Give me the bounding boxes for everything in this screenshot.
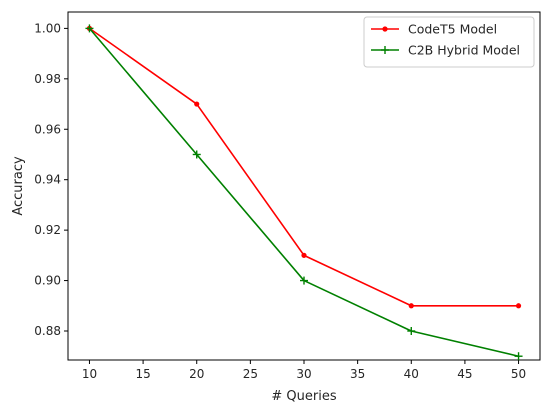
data-point: [407, 327, 416, 335]
data-point: [514, 352, 523, 361]
data-point: [192, 150, 201, 159]
y-axis-label: Accuracy: [11, 156, 26, 216]
x-tick-label: 35: [350, 367, 365, 381]
data-point: [381, 46, 389, 54]
y-tick-label: 0.96: [34, 122, 61, 136]
data-point: [382, 26, 388, 32]
data-point: [194, 101, 200, 107]
y-tick-label: 0.92: [34, 223, 61, 237]
legend-item: C2B Hybrid Model: [371, 43, 520, 58]
legend: CodeT5 Model C2B Hybrid Model: [363, 16, 535, 68]
x-tick-label: 50: [511, 367, 526, 381]
y-tick-label: 0.90: [34, 274, 61, 288]
data-point: [300, 276, 308, 285]
series-layer: [85, 24, 523, 361]
y-tick-label: 0.98: [34, 72, 61, 86]
x-tick-label: 10: [82, 367, 97, 381]
x-tick-label: 40: [404, 367, 419, 381]
x-axis-label: # Queries: [271, 389, 336, 404]
x-tick-label: 15: [135, 367, 150, 381]
legend-label: CodeT5 Model: [408, 22, 497, 37]
plot-area: [67, 11, 541, 361]
data-point: [408, 303, 414, 309]
legend-box: [363, 16, 535, 68]
legend-label: C2B Hybrid Model: [408, 43, 520, 58]
y-axis: 0.88 0.90 0.92 0.94 0.96 0.98 1.00: [34, 21, 68, 338]
data-point: [85, 24, 94, 33]
y-tick-label: 0.88: [34, 324, 61, 338]
series-c2b-hybrid: [85, 24, 523, 361]
x-tick-label: 20: [189, 367, 204, 381]
x-axis: 10 15 20 25 30 35 40 45 50: [82, 360, 526, 381]
data-point: [301, 252, 307, 258]
y-tick-label: 0.94: [34, 173, 61, 187]
data-point: [515, 303, 522, 309]
x-tick-label: 30: [296, 367, 311, 381]
y-tick-label: 1.00: [34, 21, 61, 35]
x-tick-label: 45: [457, 367, 472, 381]
x-tick-label: 25: [243, 367, 258, 381]
legend-item: CodeT5 Model: [371, 22, 497, 37]
